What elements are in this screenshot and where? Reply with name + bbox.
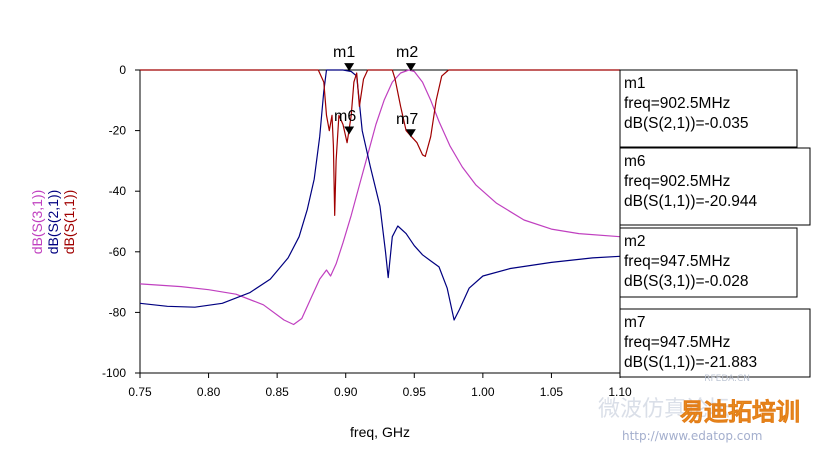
x-tick-label: 1.05	[540, 385, 564, 399]
readout-m6-name: m6	[624, 153, 646, 170]
x-tick-label: 0.90	[334, 385, 358, 399]
y-axis-label-s21: dB(S(2,1))	[45, 190, 61, 255]
y-tick-label: -100	[102, 366, 126, 380]
readout-m1-name: m1	[624, 75, 646, 92]
plot-frame	[139, 69, 621, 374]
x-tick-label: 0.80	[197, 385, 221, 399]
marker-m7-label: m7	[396, 111, 418, 128]
series-line-0	[139, 69, 621, 326]
x-tick-label: 1.00	[471, 385, 495, 399]
marker-m2	[405, 63, 416, 72]
y-tick-label: 0	[119, 63, 126, 77]
series-line-1	[139, 69, 621, 321]
marker-layer	[344, 63, 416, 138]
readout-m6-value: dB(S(1,1))=-20.944	[624, 193, 757, 210]
x-tick-label: 0.95	[403, 385, 427, 399]
marker-m1	[344, 63, 355, 72]
y-tick-label: -60	[109, 245, 127, 259]
readout-m1-freq: freq=902.5MHz	[624, 95, 730, 112]
marker-m6	[344, 126, 355, 135]
x-axis-ticks: 0.75 0.80 0.85 0.90 0.95 1.00 1.05 1.10	[128, 373, 632, 399]
readout-m2-freq: freq=947.5MHz	[624, 253, 730, 270]
watermark-url: http://www.edatop.com	[622, 429, 762, 443]
readout-box-m2: m2 freq=947.5MHz dB(S(3,1))=-0.028	[619, 227, 798, 298]
x-tick-label: 0.85	[265, 385, 289, 399]
y-axis-label-s11: dB(S(1,1))	[61, 190, 77, 255]
readout-m7-freq: freq=947.5MHz	[624, 334, 730, 351]
marker-m2-label: m2	[396, 44, 418, 61]
marker-m7	[405, 129, 416, 138]
readout-box-m1: m1 freq=902.5MHz dB(S(2,1))=-0.035	[619, 69, 798, 148]
readout-m6-freq: freq=902.5MHz	[624, 173, 730, 190]
readout-box-m7: m7 freq=947.5MHz dB(S(1,1))=-21.883	[619, 308, 811, 378]
readout-m7-value: dB(S(1,1))=-21.883	[624, 354, 757, 371]
x-axis-title: freq, GHz	[350, 424, 410, 440]
x-tick-label: 0.75	[128, 385, 152, 399]
series-line-2	[140, 69, 620, 216]
y-tick-label: -40	[109, 184, 127, 198]
readout-m1-value: dB(S(2,1))=-0.035	[624, 115, 749, 132]
y-tick-label: -80	[109, 305, 127, 319]
watermark: 微波仿真论坛 RFEDA.CN 易迪拓培训 http://www.edatop.…	[598, 374, 800, 443]
marker-m6-label: m6	[334, 108, 356, 125]
readout-m2-name: m2	[624, 233, 646, 250]
readout-box-m6: m6 freq=902.5MHz dB(S(1,1))=-20.944	[619, 147, 811, 226]
readout-m2-value: dB(S(3,1))=-0.028	[624, 273, 749, 290]
y-axis-ticks: 0 -20 -40 -60 -80 -100	[102, 63, 140, 380]
watermark-faint-cn: 微波仿真论坛	[598, 397, 730, 422]
readout-m7-name: m7	[624, 314, 646, 331]
series-layer	[139, 69, 621, 326]
x-tick-label: 1.10	[608, 385, 632, 399]
watermark-brand-cn: 易迪拓培训	[680, 398, 800, 426]
watermark-site-small: RFEDA.CN	[704, 374, 750, 384]
y-tick-label: -20	[109, 124, 127, 138]
marker-m1-label: m1	[333, 44, 355, 61]
y-axis-label-s31: dB(S(3,1))	[29, 190, 45, 255]
